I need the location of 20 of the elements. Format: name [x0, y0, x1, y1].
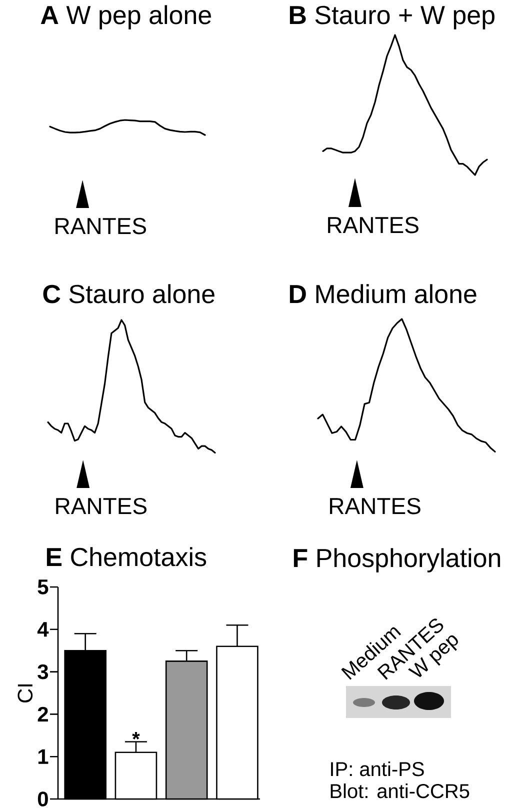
- text: F Phosphorylation: [294, 548, 500, 572]
- y-tick-label: 4: [37, 622, 49, 637]
- y-tick-label: 0: [38, 792, 48, 806]
- y-tick-label: 2: [38, 706, 48, 722]
- y-tick-label: 3: [38, 664, 48, 680]
- chart-title: A W pep alone: [40, 5, 211, 30]
- text: Blot: anti-CCR5: [330, 784, 470, 798]
- text: RANTES: [56, 498, 147, 514]
- data-label: *: [132, 732, 140, 740]
- y-axis-title: CI: [18, 684, 33, 702]
- text: IP: anti-PS: [331, 762, 424, 776]
- y-tick-label: 1: [38, 749, 48, 764]
- chart-title: D Medium alone: [290, 284, 476, 304]
- chart-title: E Chemotaxis: [46, 547, 206, 566]
- text: RANTES: [56, 218, 146, 234]
- text: RANTES: [330, 498, 420, 514]
- chart-title: B Stauro + W pep: [290, 6, 494, 30]
- y-tick-label: 5: [38, 580, 48, 594]
- text: RANTES: [328, 216, 418, 234]
- chart-title: C Stauro alone: [43, 284, 214, 304]
